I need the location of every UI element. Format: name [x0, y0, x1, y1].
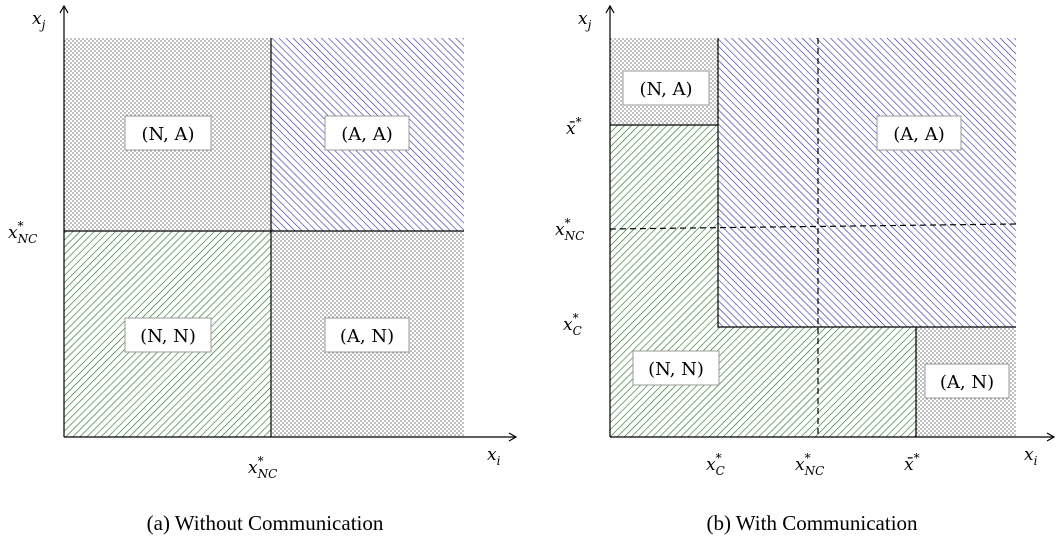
- region-aa-b: [718, 38, 1016, 327]
- y-tick-xc-b: x* C: [563, 311, 582, 338]
- label-na-b: (N, A): [639, 79, 692, 100]
- y-axis-label-a: xj: [32, 9, 46, 32]
- label-aa-a: (A, A): [341, 124, 393, 145]
- panel-a: xj xi x* NC x* NC (N, A) (A, A) (N, N) (A,…: [8, 4, 518, 535]
- label-an-a: (A, N): [340, 326, 394, 347]
- label-na-a: (N, A): [141, 124, 194, 145]
- label-an-b: (A, N): [940, 372, 994, 393]
- x-tick-xnc-a: x* NC: [248, 454, 277, 481]
- label-nn-a: (N, N): [140, 326, 196, 347]
- panel-b: xj xi x̄* x* NC x* C x* C x* NC x̄* (N, A) (…: [555, 4, 1056, 535]
- boundary-nn-b: [610, 124, 917, 437]
- y-tick-xbar-b: x̄*: [566, 115, 582, 139]
- x-tick-xnc-b: x* NC: [795, 451, 824, 478]
- x-axis-label-b: xi: [1024, 445, 1038, 468]
- y-tick-xnc-b: x* NC: [555, 216, 584, 243]
- x-tick-xc-b: x* C: [706, 451, 725, 478]
- y-axis-label-b: xj: [578, 9, 592, 32]
- caption-b: (b) With Communication: [706, 511, 918, 535]
- y-tick-xnc-a: x* NC: [8, 219, 37, 246]
- x-axis-label-a: xi: [487, 445, 501, 468]
- label-aa-b: (A, A): [893, 124, 945, 145]
- label-nn-b: (N, N): [648, 359, 704, 380]
- dashed-horizontal-xnc-b: [609, 223, 1017, 230]
- caption-a: (a) Without Communication: [147, 511, 384, 535]
- x-tick-xbar-b: x̄*: [904, 451, 920, 475]
